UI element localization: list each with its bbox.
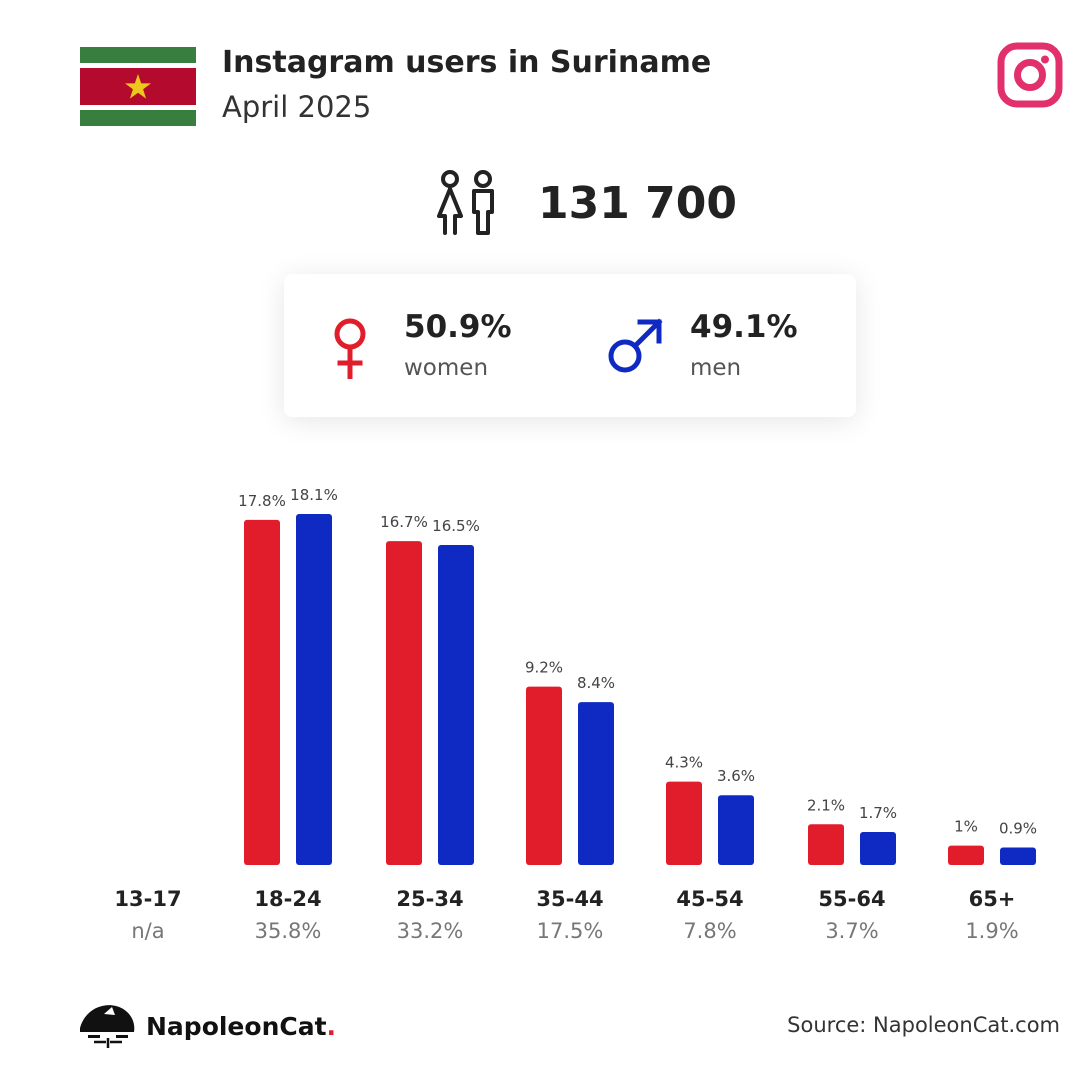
male-symbol-icon <box>606 317 664 375</box>
bar-label-men-55-64: 1.7% <box>859 804 897 822</box>
page-title: Instagram users in Suriname <box>222 45 712 80</box>
category-total-65+: 1.9% <box>965 919 1018 943</box>
category-total-18-24: 35.8% <box>255 919 322 943</box>
bar-label-women-25-34: 16.7% <box>380 513 428 531</box>
bar-women-45-54 <box>666 781 702 865</box>
bar-men-45-54 <box>718 795 754 865</box>
instagram-logo-icon <box>997 42 1063 108</box>
bar-men-25-34 <box>438 545 474 865</box>
bar-label-men-25-34: 16.5% <box>432 517 480 535</box>
suriname-flag-icon <box>80 47 196 126</box>
category-total-25-34: 33.2% <box>397 919 464 943</box>
bar-label-women-55-64: 2.1% <box>807 796 845 814</box>
people-icon <box>430 168 506 238</box>
bar-label-women-35-44: 9.2% <box>525 659 563 677</box>
bar-women-35-44 <box>526 686 562 865</box>
bar-label-men-45-54: 3.6% <box>717 767 755 785</box>
category-total-35-44: 17.5% <box>537 919 604 943</box>
category-label-13-17: 13-17 <box>114 887 181 911</box>
bar-men-65+ <box>1000 847 1036 865</box>
brand-name: NapoleonCat. <box>146 1011 337 1041</box>
source-text: Source: NapoleonCat.com <box>787 1013 1060 1037</box>
bar-label-men-35-44: 8.4% <box>577 674 615 692</box>
category-label-18-24: 18-24 <box>254 887 321 911</box>
category-label-65+: 65+ <box>969 887 1016 911</box>
bar-women-55-64 <box>808 824 844 865</box>
bar-women-18-24 <box>244 519 280 865</box>
bar-women-65+ <box>948 845 984 865</box>
gender-card: 50.9% women 49.1% men <box>284 274 856 417</box>
napoleoncat-logo-icon <box>78 1002 138 1050</box>
men-percentage: 49.1% <box>690 309 798 345</box>
bar-label-men-18-24: 18.1% <box>290 486 338 504</box>
bar-label-women-45-54: 4.3% <box>665 754 703 772</box>
category-label-35-44: 35-44 <box>536 887 603 911</box>
category-total-45-54: 7.8% <box>683 919 736 943</box>
bar-women-25-34 <box>386 541 422 865</box>
men-label: men <box>690 355 742 381</box>
female-symbol-icon <box>330 317 370 380</box>
bar-men-18-24 <box>296 514 332 865</box>
total-value: 131 700 <box>538 177 738 229</box>
napoleoncat-logo: NapoleonCat. <box>78 1002 336 1050</box>
category-label-45-54: 45-54 <box>676 887 743 911</box>
bar-men-55-64 <box>860 832 896 865</box>
women-percentage: 50.9% <box>404 309 512 345</box>
category-label-25-34: 25-34 <box>396 887 463 911</box>
page-subtitle: April 2025 <box>222 90 372 124</box>
category-total-55-64: 3.7% <box>825 919 878 943</box>
total-users: 131 700 <box>430 168 737 238</box>
category-label-55-64: 55-64 <box>818 887 885 911</box>
age-gender-bar-chart: 13-17 n/a 17.8% 18.1% 18-24 35.8% 16.7% 16.5% 25… <box>114 486 1037 943</box>
category-total-13-17: n/a <box>131 919 164 943</box>
bar-label-women-18-24: 17.8% <box>238 492 286 510</box>
bar-label-women-65+: 1% <box>954 818 978 836</box>
bar-men-35-44 <box>578 702 614 865</box>
women-label: women <box>404 355 489 381</box>
bar-label-men-65+: 0.9% <box>999 820 1037 838</box>
